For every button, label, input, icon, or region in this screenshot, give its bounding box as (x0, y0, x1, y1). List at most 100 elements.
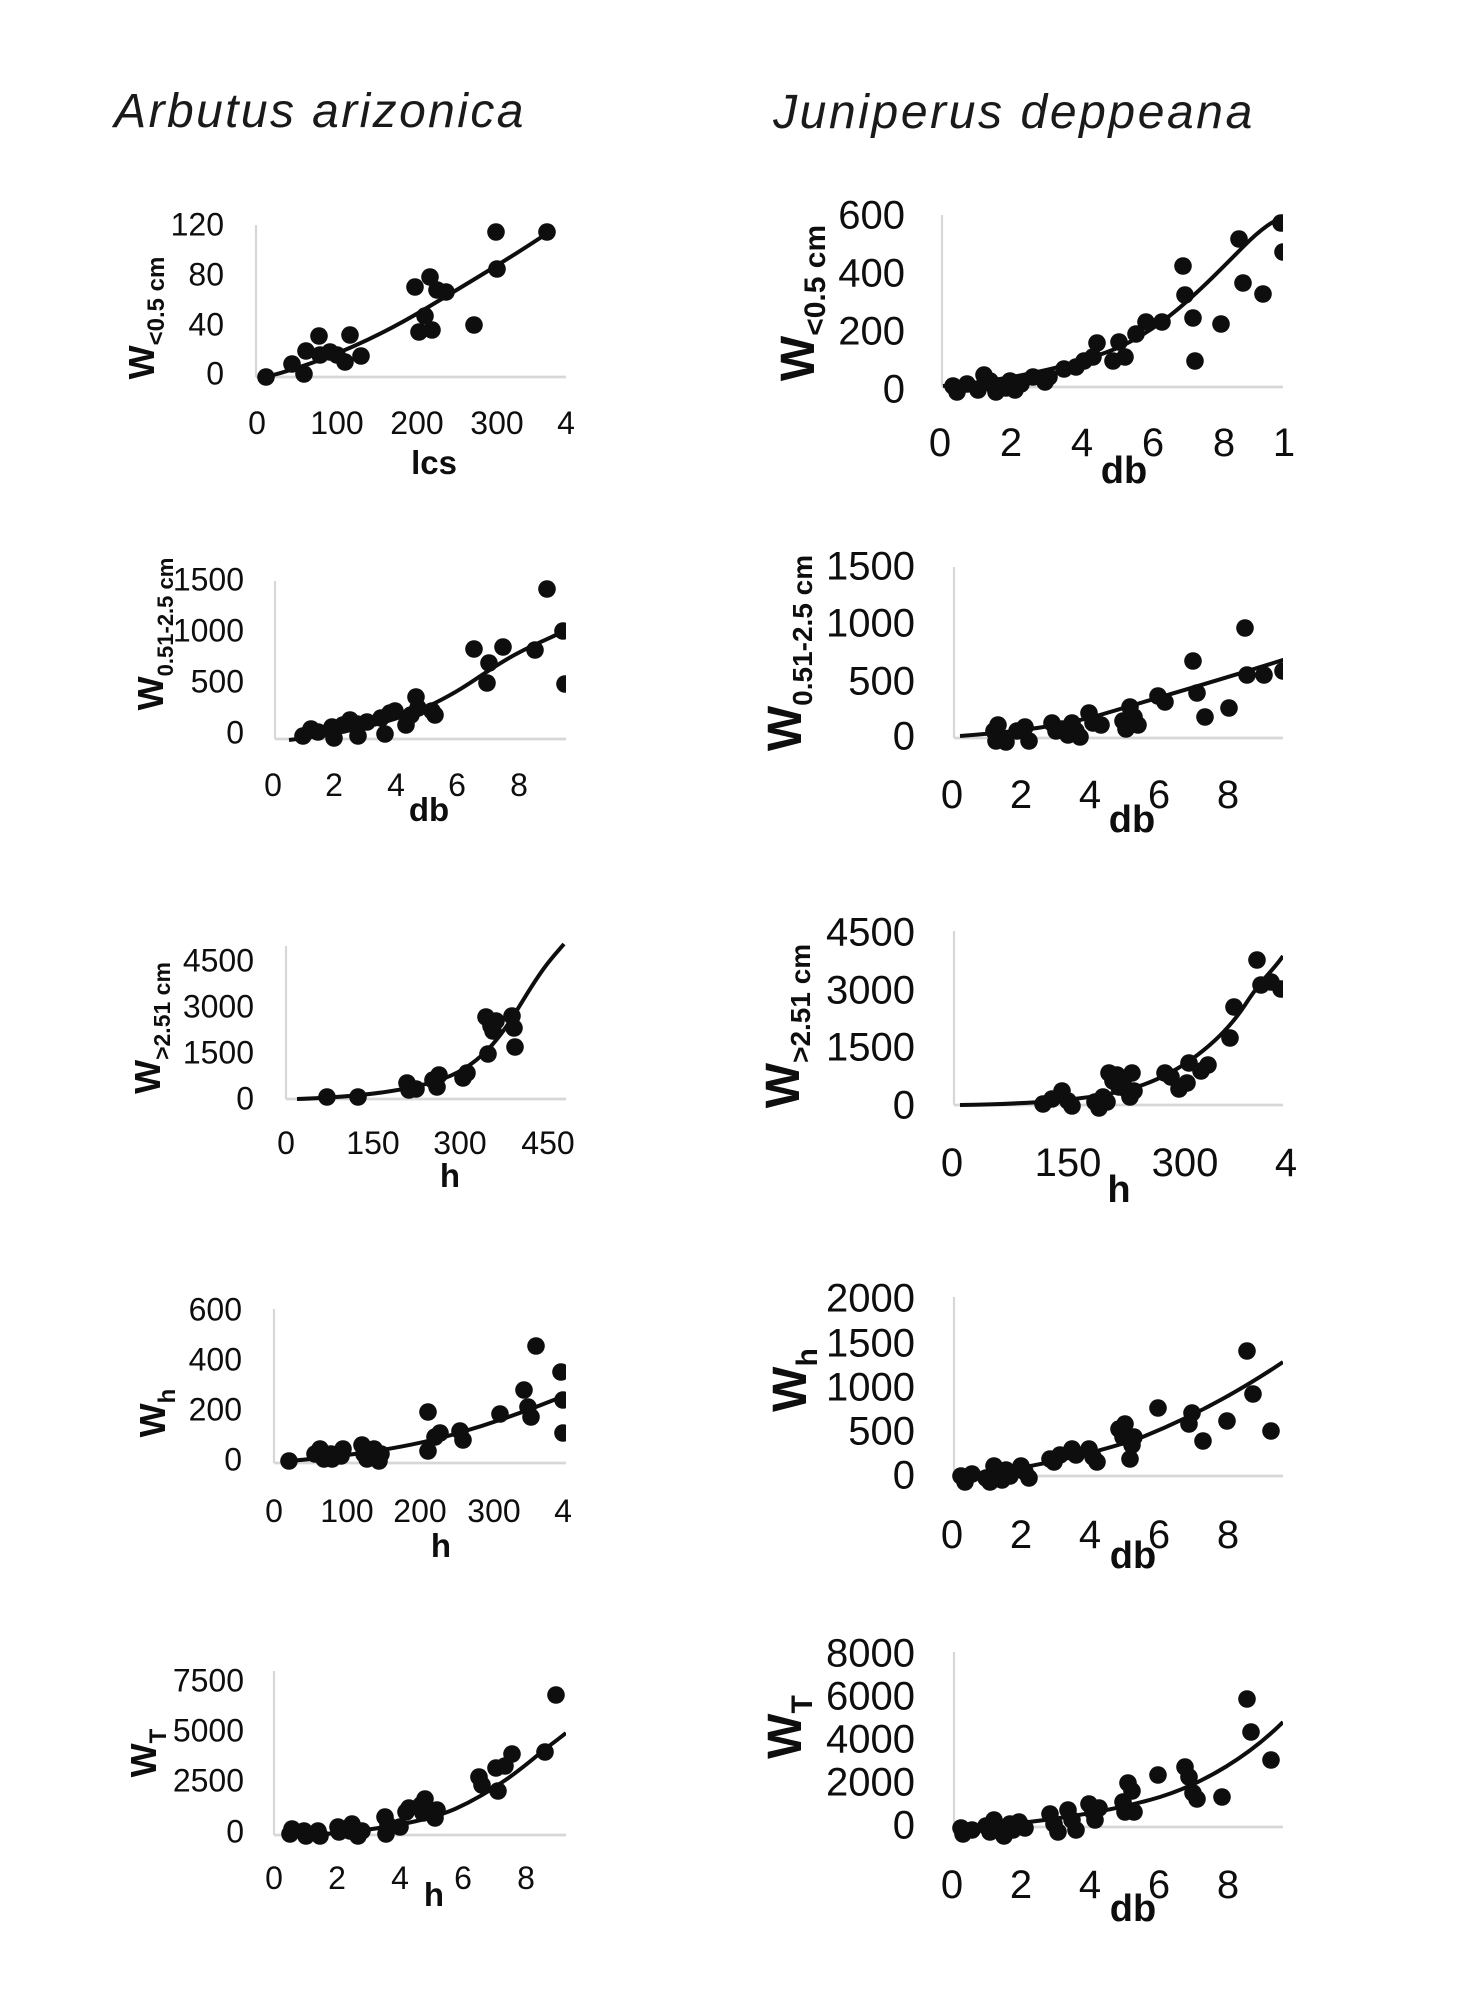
svg-text:h: h (431, 1527, 451, 1564)
svg-text:0: 0 (941, 1513, 963, 1557)
svg-text:5000: 5000 (173, 1713, 244, 1749)
svg-text:8: 8 (1217, 773, 1239, 817)
svg-text:1500: 1500 (826, 1322, 915, 1366)
svg-text:0: 0 (265, 1860, 283, 1896)
svg-text:300: 300 (470, 405, 523, 441)
svg-text:200: 200 (189, 1392, 242, 1428)
svg-text:0: 0 (236, 1081, 254, 1117)
svg-text:4: 4 (1275, 1141, 1297, 1185)
svg-text:200: 200 (390, 405, 443, 441)
svg-text:Arbutus arizonica: Arbutus arizonica (111, 85, 526, 138)
svg-text:4: 4 (557, 405, 575, 441)
svg-text:4000: 4000 (826, 1718, 915, 1762)
svg-text:150: 150 (346, 1125, 399, 1161)
svg-text:4500: 4500 (826, 911, 915, 955)
svg-text:200: 200 (838, 310, 905, 354)
svg-text:300: 300 (1152, 1141, 1219, 1185)
svg-text:600: 600 (189, 1292, 242, 1328)
svg-text:W0.51-2.5 cm: W0.51-2.5 cm (130, 558, 178, 711)
svg-text:2500: 2500 (173, 1763, 244, 1799)
svg-text:W<0.5 cm: W<0.5 cm (121, 257, 170, 380)
svg-text:4: 4 (1071, 421, 1093, 465)
svg-text:1500: 1500 (173, 562, 244, 598)
svg-text:1000: 1000 (826, 1366, 915, 1410)
svg-text:300: 300 (467, 1493, 520, 1529)
svg-text:0: 0 (929, 421, 951, 465)
svg-text:W0.51-2.5 cm: W0.51-2.5 cm (759, 555, 818, 751)
svg-text:3000: 3000 (826, 969, 915, 1013)
svg-text:500: 500 (848, 1410, 915, 1454)
svg-text:1000: 1000 (826, 602, 915, 646)
svg-text:8: 8 (1213, 421, 1235, 465)
svg-text:0: 0 (893, 1454, 915, 1498)
svg-text:W>2.51 cm: W>2.51 cm (757, 944, 816, 1108)
svg-text:4: 4 (554, 1493, 572, 1529)
svg-text:0: 0 (893, 1084, 915, 1128)
svg-text:lcs: lcs (411, 444, 457, 481)
svg-text:1000: 1000 (173, 613, 244, 649)
svg-text:0: 0 (224, 1442, 242, 1478)
svg-text:Wh: Wh (132, 1389, 181, 1438)
svg-text:1: 1 (1273, 421, 1295, 465)
svg-text:h: h (1107, 1169, 1130, 1211)
svg-text:6: 6 (454, 1860, 472, 1896)
svg-text:0: 0 (941, 1863, 963, 1907)
svg-text:WT: WT (759, 1695, 819, 1759)
svg-text:2: 2 (325, 767, 343, 803)
svg-text:2: 2 (1010, 773, 1032, 817)
svg-text:8000: 8000 (826, 1632, 915, 1676)
svg-text:db: db (409, 791, 449, 828)
svg-text:450: 450 (521, 1125, 574, 1161)
svg-text:W>2.51 cm: W>2.51 cm (127, 962, 175, 1094)
svg-text:100: 100 (320, 1493, 373, 1529)
svg-text:0: 0 (248, 405, 266, 441)
svg-text:6: 6 (1142, 421, 1164, 465)
svg-text:8: 8 (517, 1860, 535, 1896)
svg-text:0: 0 (883, 368, 905, 412)
svg-text:2: 2 (328, 1860, 346, 1896)
svg-text:8: 8 (1217, 1863, 1239, 1907)
svg-text:0: 0 (277, 1125, 295, 1161)
svg-text:WT: WT (123, 1728, 172, 1777)
svg-text:600: 600 (838, 194, 905, 238)
svg-text:4: 4 (387, 767, 405, 803)
svg-text:1500: 1500 (826, 1026, 915, 1070)
svg-text:80: 80 (188, 257, 224, 293)
svg-text:3000: 3000 (183, 989, 254, 1025)
svg-text:db: db (1101, 450, 1147, 492)
svg-text:200: 200 (393, 1493, 446, 1529)
svg-text:400: 400 (838, 252, 905, 296)
svg-text:4: 4 (391, 1860, 409, 1896)
svg-text:500: 500 (848, 660, 915, 704)
svg-text:1500: 1500 (826, 545, 915, 589)
svg-text:0: 0 (893, 715, 915, 759)
svg-text:6: 6 (448, 767, 466, 803)
svg-text:Juniperus deppeana: Juniperus deppeana (772, 86, 1255, 139)
svg-text:40: 40 (188, 307, 224, 343)
svg-text:2: 2 (1000, 421, 1022, 465)
svg-text:db: db (1110, 1535, 1156, 1577)
svg-text:h: h (424, 1876, 444, 1913)
svg-text:4500: 4500 (183, 943, 254, 979)
svg-text:Wh: Wh (764, 1348, 824, 1412)
svg-text:2: 2 (1010, 1513, 1032, 1557)
svg-text:120: 120 (171, 207, 224, 243)
svg-text:150: 150 (1035, 1141, 1102, 1185)
svg-text:6: 6 (1148, 1513, 1170, 1557)
svg-text:300: 300 (433, 1125, 486, 1161)
svg-text:100: 100 (310, 405, 363, 441)
svg-text:0: 0 (265, 1493, 283, 1529)
svg-text:h: h (440, 1157, 460, 1194)
svg-text:db: db (1110, 1888, 1156, 1930)
svg-text:400: 400 (189, 1342, 242, 1378)
svg-text:2000: 2000 (826, 1761, 915, 1805)
svg-text:0: 0 (893, 1804, 915, 1848)
svg-text:0: 0 (206, 356, 224, 392)
svg-text:7500: 7500 (173, 1663, 244, 1699)
svg-text:0: 0 (226, 1814, 244, 1850)
svg-text:2000: 2000 (826, 1277, 915, 1321)
svg-text:8: 8 (510, 767, 528, 803)
svg-text:6: 6 (1148, 773, 1170, 817)
svg-text:db: db (1109, 799, 1155, 841)
svg-text:500: 500 (191, 664, 244, 700)
